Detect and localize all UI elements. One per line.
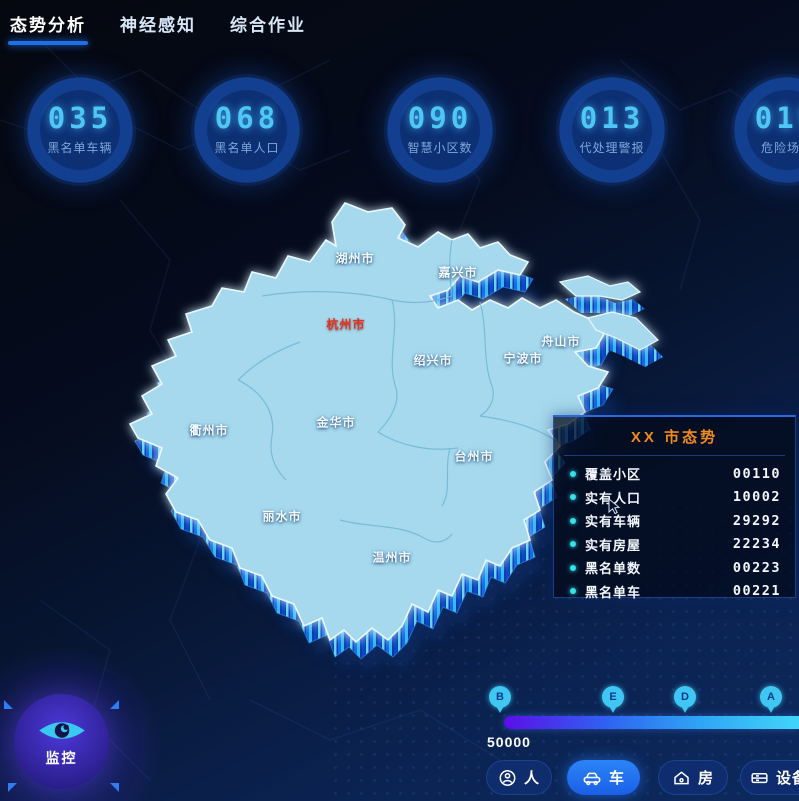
panel-title: XX 市态势	[630, 429, 719, 446]
row-value: 00110	[732, 465, 781, 482]
row-value: 29292	[732, 512, 781, 529]
row-value: 00223	[732, 559, 781, 576]
panel-row-blacklist-count: 黑名单数 00223	[570, 556, 781, 580]
stat-value: 090	[407, 101, 473, 135]
pin-label: E	[609, 691, 617, 703]
bullet-icon	[570, 541, 576, 548]
city-label-ningbo[interactable]: 宁波市	[503, 351, 543, 366]
stat-blacklist-population: 068 黑名单人口	[191, 74, 303, 186]
panel-row-actual-vehicles: 实有车辆 29292	[570, 509, 781, 533]
pin-label: B	[496, 691, 504, 703]
pin-label: D	[681, 691, 689, 703]
stat-label: 黑名单人口	[214, 141, 280, 155]
city-label-jiaxing[interactable]: 嘉兴市	[438, 265, 478, 280]
stat-label: 智慧小区数	[407, 141, 473, 155]
stat-dangerous-places: 019 危险场所	[731, 74, 799, 186]
slider-pin-e[interactable]: E	[602, 686, 624, 713]
row-label: 黑名单车	[585, 584, 642, 600]
slider-value: 50000	[487, 734, 531, 750]
city-label-lishui[interactable]: 丽水市	[262, 509, 302, 524]
button-label: 车	[608, 770, 625, 787]
bullet-icon	[570, 494, 576, 501]
city-label-jinhua[interactable]: 金华市	[316, 415, 356, 430]
monitor-label: 监控	[45, 749, 78, 766]
stat-value: 035	[47, 101, 113, 135]
filter-button-vehicle[interactable]: 车	[567, 760, 640, 795]
monitor-button[interactable]: 监控	[14, 694, 109, 789]
row-label: 实有房屋	[585, 537, 642, 553]
bullet-icon	[570, 564, 576, 571]
car-icon	[583, 772, 601, 786]
button-label: 人	[523, 770, 540, 787]
filter-button-house[interactable]: 房	[658, 760, 728, 795]
city-label-wenzhou[interactable]: 温州市	[372, 550, 412, 565]
slider-pin-d[interactable]: D	[674, 686, 696, 713]
button-label: 房	[697, 770, 714, 787]
corner-triangle-icon	[4, 700, 13, 709]
stat-value: 013	[579, 101, 645, 135]
city-label-quzhou[interactable]: 衢州市	[189, 423, 229, 438]
stat-value: 068	[214, 101, 280, 135]
stat-blacklist-vehicles: 035 黑名单车辆	[24, 74, 136, 186]
row-value: 22234	[732, 536, 781, 553]
stat-smart-communities: 090 智慧小区数	[384, 74, 496, 186]
button-label: 设备	[775, 770, 799, 787]
corner-triangle-icon	[110, 783, 119, 792]
stat-value: 019	[754, 101, 799, 135]
tab-situation-analysis[interactable]: 态势分析	[8, 11, 88, 45]
eye-icon	[38, 721, 85, 739]
corner-triangle-icon	[110, 700, 119, 709]
city-label-hangzhou[interactable]: 杭州市	[326, 317, 366, 332]
row-value: 00221	[732, 583, 781, 600]
row-value: 10002	[732, 489, 781, 506]
house-icon	[674, 770, 689, 784]
stat-label: 危险场所	[760, 141, 799, 155]
stat-label: 代处理警报	[579, 141, 645, 155]
bullet-icon	[570, 470, 576, 477]
city-label-huzhou[interactable]: 湖州市	[335, 251, 375, 266]
row-label: 实有车辆	[585, 514, 642, 530]
panel-row-actual-houses: 实有房屋 22234	[570, 533, 781, 557]
panel-row-actual-population: 实有人口 10002	[570, 486, 781, 510]
slider-pin-a[interactable]: A	[760, 686, 782, 713]
slider-pin-b[interactable]: B	[489, 686, 511, 713]
top-nav: 态势分析 神经感知 综合作业	[0, 0, 799, 46]
filter-button-device[interactable]: 设备	[740, 760, 799, 795]
row-label: 实有人口	[585, 490, 642, 506]
tab-neural-perception[interactable]: 神经感知	[120, 15, 196, 35]
panel-row-blacklist-vehicles: 黑名单车 00221	[570, 580, 781, 604]
panel-row-covered-communities: 覆盖小区 00110	[570, 462, 781, 486]
tab-comprehensive-operations[interactable]: 综合作业	[230, 15, 306, 35]
city-label-zhoushan[interactable]: 舟山市	[541, 334, 581, 349]
city-label-taizhou[interactable]: 台州市	[454, 449, 494, 464]
panel-rows: 覆盖小区 00110 实有人口 10002 实有车辆 29292 实有房屋 22…	[554, 460, 795, 603]
bullet-icon	[570, 517, 576, 524]
bullet-icon	[570, 588, 576, 595]
city-label-shaoxing[interactable]: 绍兴市	[413, 353, 453, 368]
filter-button-person[interactable]: 人	[486, 760, 552, 795]
row-label: 覆盖小区	[585, 467, 642, 483]
device-icon	[751, 772, 768, 783]
stat-label: 黑名单车辆	[47, 141, 113, 155]
pin-label: A	[767, 691, 775, 703]
stat-pending-alerts: 013 代处理警报	[556, 74, 668, 186]
panel-divider	[564, 455, 785, 456]
city-situation-panel: XX 市态势 覆盖小区 00110 实有人口 10002 实有车辆 29292 …	[553, 415, 796, 600]
row-label: 黑名单数	[585, 561, 642, 577]
gradient-slider-bar[interactable]	[504, 716, 799, 729]
person-icon	[499, 769, 516, 786]
corner-triangle-icon	[8, 783, 17, 792]
